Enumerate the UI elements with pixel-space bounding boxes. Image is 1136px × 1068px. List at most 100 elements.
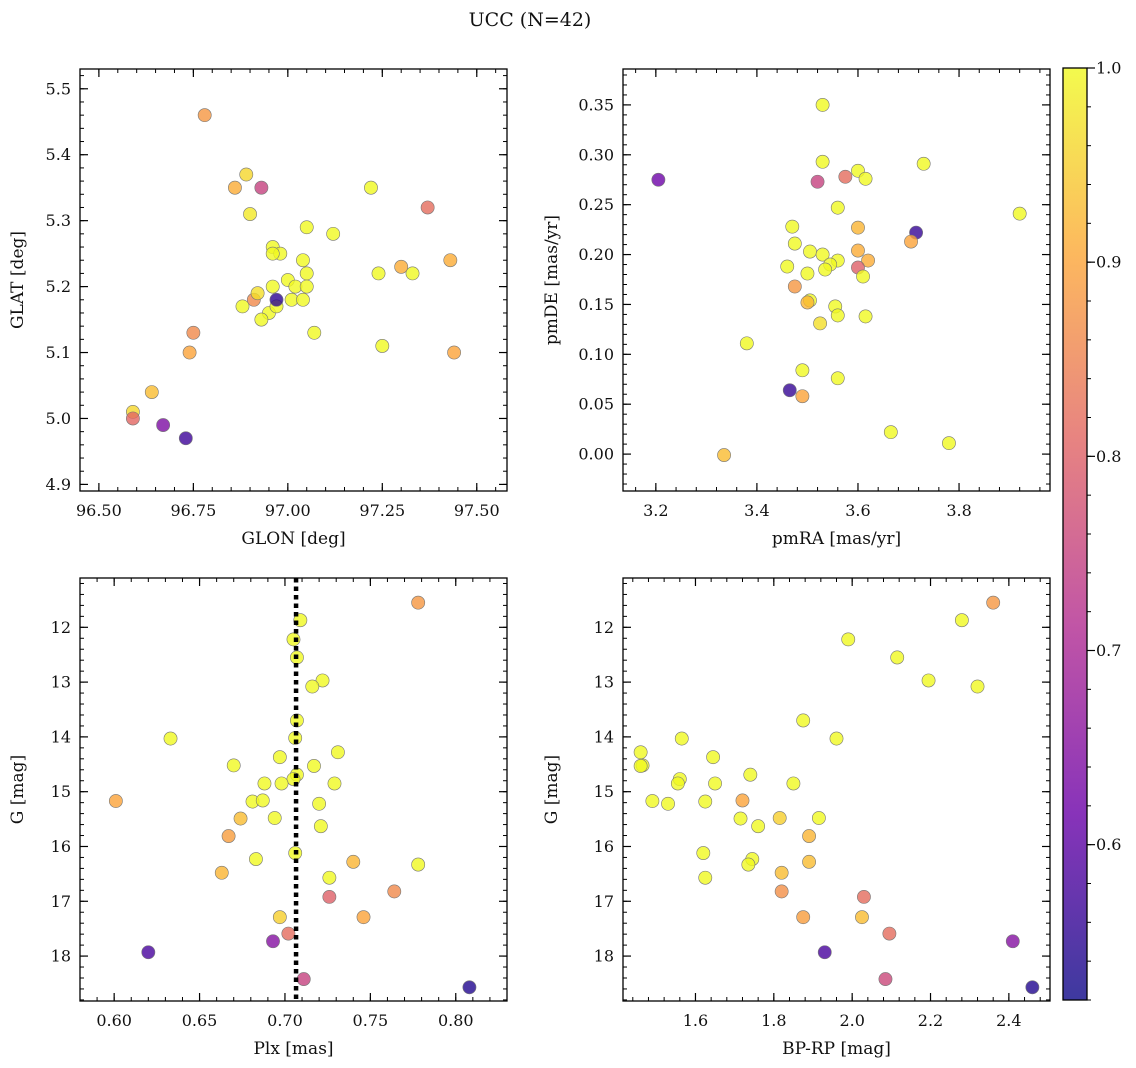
x-tick-label: 0.60: [96, 1011, 132, 1030]
data-point: [645, 794, 660, 808]
data-point: [257, 776, 272, 791]
data-point: [674, 731, 689, 746]
x-tick-label: 2.0: [839, 1011, 864, 1030]
data-point: [890, 650, 905, 665]
colorbar: 0.6 0.7 0.8 0.9 1.0: [1062, 59, 1121, 1001]
data-point: [733, 811, 748, 826]
data-point: [855, 910, 869, 925]
data-point: [782, 383, 797, 398]
data-point: [986, 595, 1001, 610]
data-point: [811, 811, 826, 825]
y-tick-label: 0.10: [578, 345, 614, 364]
colorbar-tick-label: 0.9: [1096, 253, 1121, 272]
data-point: [307, 325, 322, 340]
data-point: [281, 926, 296, 941]
data-point: [942, 436, 956, 451]
data-point: [670, 776, 685, 791]
data-point: [126, 411, 140, 426]
data-point: [299, 220, 314, 235]
data-point: [803, 244, 817, 259]
data-point: [774, 884, 789, 899]
data-point: [265, 246, 280, 261]
y-tick-label: 15: [51, 782, 71, 801]
colorbar-frame: [1062, 67, 1088, 1001]
y-tick-label: 13: [51, 673, 71, 692]
y-tick-label: 0.30: [578, 145, 614, 164]
data-point: [371, 266, 386, 281]
colorbar-tick-label: 0.6: [1096, 835, 1121, 854]
data-point: [916, 156, 931, 171]
data-point: [1012, 206, 1027, 221]
data-point: [286, 632, 301, 647]
y-tick-label: 0.20: [578, 245, 614, 264]
data-point: [197, 108, 212, 123]
x-tick-label: 0.70: [267, 1011, 303, 1030]
data-point: [921, 673, 936, 688]
data-point: [858, 309, 873, 324]
data-point: [651, 172, 666, 187]
data-point: [243, 207, 257, 221]
data-point: [785, 219, 800, 234]
data-point: [838, 169, 853, 184]
data-point: [861, 253, 875, 268]
data-point: [267, 811, 282, 825]
y-tick-label: 5.1: [46, 343, 71, 362]
data-point: [299, 266, 314, 281]
colorbar-tick-label: 0.7: [1096, 641, 1121, 660]
data-point: [296, 292, 310, 307]
data-point: [815, 154, 830, 169]
data-point: [751, 819, 766, 834]
data-point: [856, 269, 870, 284]
y-tick-label: 0.25: [578, 195, 614, 214]
data-point: [815, 247, 830, 262]
data-point: [813, 316, 827, 331]
data-point: [698, 794, 713, 809]
data-point: [735, 793, 750, 808]
data-point: [178, 431, 193, 446]
data-point: [327, 776, 342, 791]
x-axis-label: Plx [mas]: [253, 1039, 333, 1059]
data-point: [331, 745, 345, 760]
data-point: [254, 180, 269, 195]
x-tick-label: 2.2: [918, 1011, 943, 1030]
y-tick-label: 17: [51, 892, 71, 911]
data-point: [739, 336, 754, 351]
y-tick-label: 16: [594, 837, 614, 856]
data-point: [830, 371, 845, 386]
data-point: [322, 870, 337, 885]
data-point: [851, 243, 865, 258]
data-point: [696, 846, 711, 860]
data-point: [221, 829, 236, 843]
data-point: [830, 308, 845, 323]
data-point: [313, 819, 328, 834]
data-point: [420, 200, 435, 215]
y-tick-label: 0.15: [578, 295, 614, 314]
panel-pmra-pmde: 3.2 3.4 3.6 3.8 0.00 0.05 0.10 0.15 0.20 0.25 0.30…: [542, 68, 1051, 549]
x-tick-label: 1.6: [683, 1011, 708, 1030]
data-point: [882, 926, 897, 941]
data-point: [141, 945, 156, 960]
data-point: [182, 345, 197, 360]
data-point: [741, 857, 756, 872]
data-point: [346, 854, 361, 869]
data-point: [717, 448, 731, 462]
data-point: [144, 385, 159, 399]
data-point: [661, 796, 675, 811]
x-tick-label: 3.8: [946, 501, 971, 520]
panel-plx-g: 0.60 0.65 0.70 0.75 0.80 12 13 14 15 16 17 18 Plx [m…: [8, 577, 508, 1059]
y-tick-label: 0.05: [578, 395, 614, 414]
data-point: [254, 312, 269, 327]
data-point: [904, 234, 918, 249]
data-point: [815, 98, 830, 112]
data-point: [375, 339, 390, 353]
data-point: [787, 279, 802, 294]
data-point: [326, 226, 341, 241]
data-point: [970, 679, 985, 694]
y-axis-label: GLAT [deg]: [8, 231, 28, 329]
x-tick-label: 97.25: [359, 501, 405, 520]
y-tick-label: 12: [594, 618, 614, 637]
x-tick-label: 1.8: [761, 1011, 786, 1030]
data-point: [214, 865, 229, 880]
y-tick-label: 14: [594, 727, 614, 746]
data-point: [708, 776, 722, 791]
